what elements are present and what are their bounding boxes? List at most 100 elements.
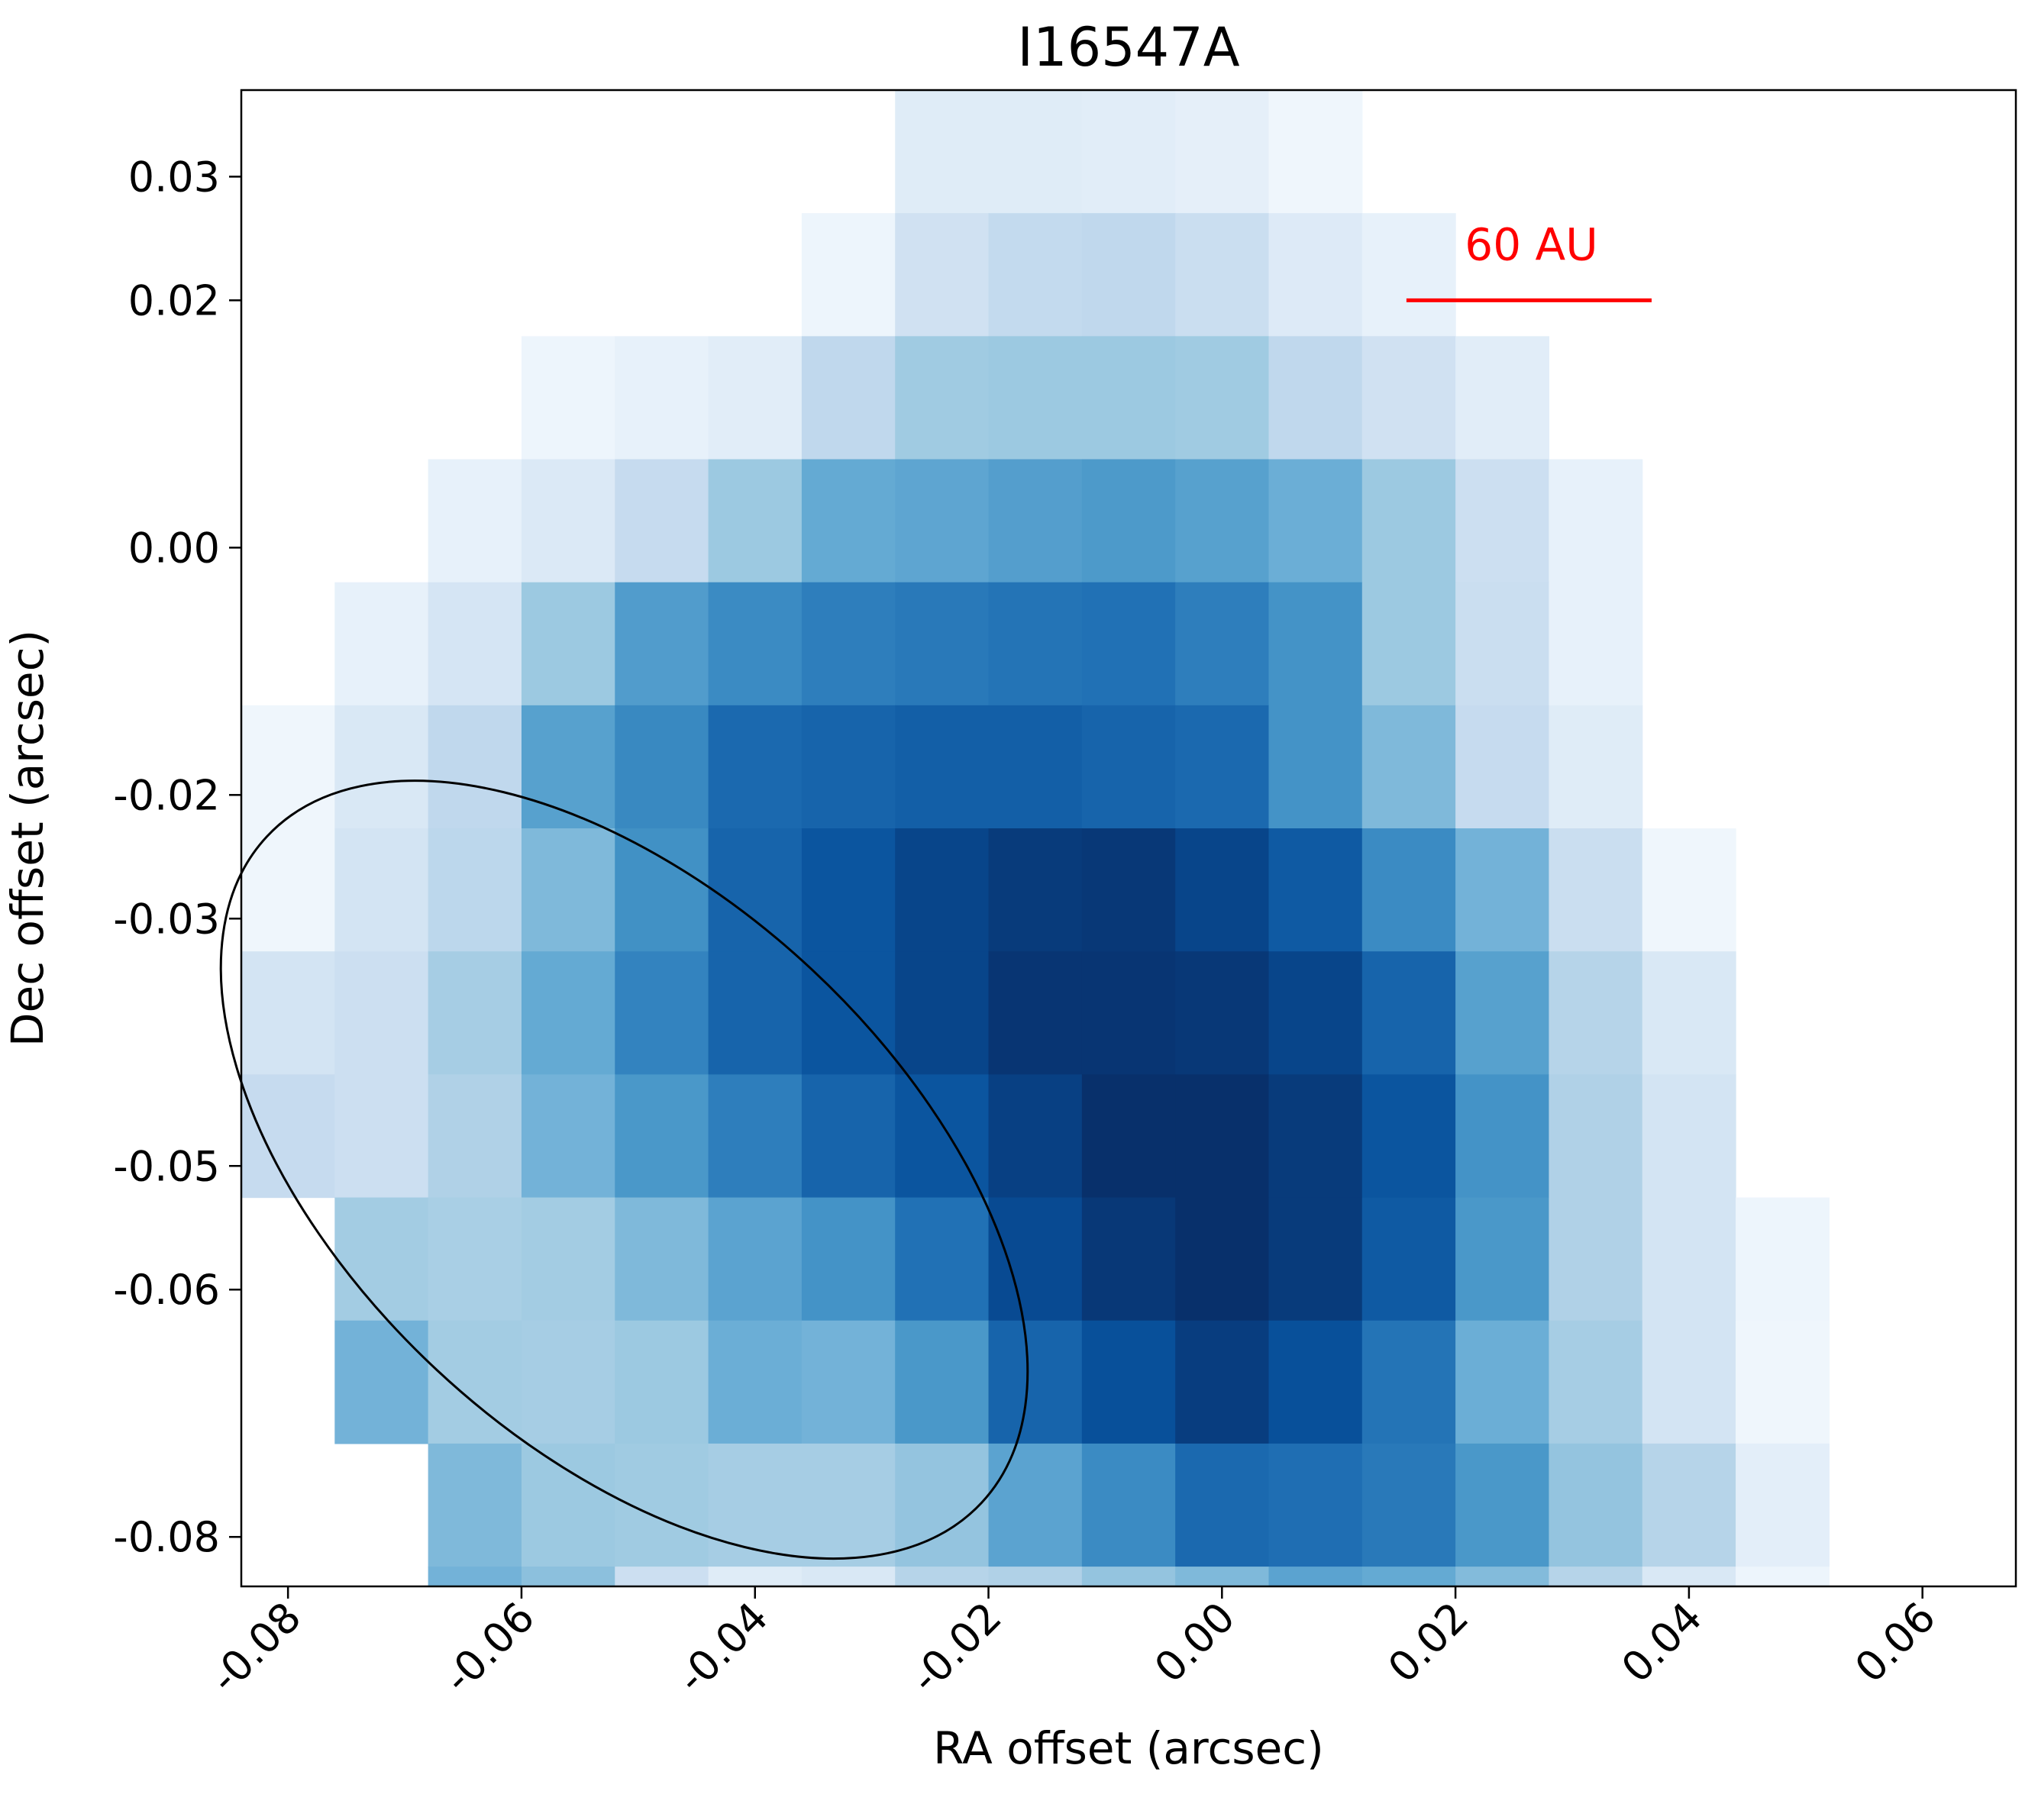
heatmap-cell [1736, 1567, 1830, 1587]
heatmap-cell [895, 213, 990, 337]
heatmap-cell [615, 951, 709, 1075]
heatmap-cell [1081, 1197, 1176, 1321]
x-tick-label: 0.06 [1846, 1593, 1945, 1693]
heatmap-cell [988, 1567, 1083, 1587]
heatmap-cell [1549, 1443, 1643, 1567]
heatmap-cell [428, 1197, 522, 1321]
heatmap-cell [1642, 951, 1736, 1075]
heatmap-cell [1268, 705, 1363, 829]
heatmap-cell [1642, 1074, 1736, 1199]
heatmap-cell [1175, 828, 1270, 952]
heatmap-cell [801, 705, 896, 829]
heatmap-cell [1081, 336, 1176, 460]
heatmap-cell [1081, 828, 1176, 952]
heatmap-cell [895, 336, 990, 460]
heatmap-cell [1361, 582, 1456, 706]
heatmap-cell [1175, 1567, 1270, 1587]
heatmap-cell [801, 1320, 896, 1444]
heatmap-cell [988, 1074, 1083, 1199]
heatmap-cell [895, 951, 990, 1075]
heatmap-cell [1175, 951, 1270, 1075]
y-tick-label: 0.03 [128, 153, 220, 201]
plot-frame [240, 89, 2017, 1588]
heatmap-cell [1736, 1320, 1830, 1444]
heatmap-cell [988, 459, 1083, 583]
heatmap-cell [801, 828, 896, 952]
heatmap-cell [615, 705, 709, 829]
y-tick-label: -0.05 [113, 1142, 220, 1190]
heatmap-cell [1175, 213, 1270, 337]
heatmap-cell [801, 1197, 896, 1321]
heatmap-cell [1081, 1443, 1176, 1567]
heatmap-cell [1642, 1567, 1736, 1587]
heatmap-cell [988, 336, 1083, 460]
heatmap-cell [615, 582, 709, 706]
heatmap-cell [615, 1197, 709, 1321]
annotations: 60 AU [219, 218, 1652, 1560]
heatmap-cell [615, 336, 709, 460]
heatmap-cell [1455, 1197, 1550, 1321]
heatmap-cell [241, 828, 335, 952]
heatmap-cell [1549, 828, 1643, 952]
heatmap-cell [428, 1443, 522, 1567]
x-tick-label: -0.04 [668, 1593, 777, 1702]
heatmap-cell [801, 336, 896, 460]
heatmap-cell [1455, 582, 1550, 706]
heatmap-cell [615, 459, 709, 583]
heatmap-cell [988, 1320, 1083, 1444]
heatmap-cell [1361, 951, 1456, 1075]
heatmap-cell [1268, 336, 1363, 460]
heatmap-cell [1268, 90, 1363, 214]
heatmap-cell [801, 951, 896, 1075]
x-tick-label: 0.04 [1613, 1593, 1712, 1693]
heatmap-cell [1081, 951, 1176, 1075]
heatmap-cell [428, 459, 522, 583]
heatmap-cell [1081, 213, 1176, 337]
x-axis: -0.08 -0.06 -0.04 -0.02 0.00 0.02 0.04 0.06 [201, 1586, 1945, 1702]
heatmap-cell [801, 459, 896, 583]
heatmap-cell [1642, 1320, 1736, 1444]
heatmap-cell [801, 1074, 896, 1199]
heatmap-cell [1549, 1320, 1643, 1444]
heatmap-cell [1175, 459, 1270, 583]
heatmap-cell [988, 1197, 1083, 1321]
heatmap-cell [1268, 1443, 1363, 1567]
heatmap-cell [1268, 1197, 1363, 1321]
heatmap-cell [1175, 705, 1270, 829]
heatmap-cell [428, 705, 522, 829]
heatmap-cell [1361, 459, 1456, 583]
heatmap-cells [241, 90, 1830, 1587]
chart-title: I16547A [1017, 16, 1239, 79]
heatmap-cell [428, 1074, 522, 1199]
heatmap-cell [1268, 1074, 1363, 1199]
heatmap-cell [1361, 1320, 1456, 1444]
heatmap-cell [334, 582, 429, 706]
heatmap-cell [521, 336, 615, 460]
scale-bar-label: 60 AU [1465, 218, 1597, 270]
heatmap-cell [1175, 1074, 1270, 1199]
heatmap-cell [708, 1074, 803, 1199]
heatmap-cell [1455, 336, 1550, 460]
heatmap-cell [708, 1197, 803, 1321]
heatmap-cell [1081, 459, 1176, 583]
heatmap-cell [1268, 213, 1363, 337]
heatmap-cell [428, 828, 522, 952]
heatmap-cell [895, 705, 990, 829]
heatmap-cell [615, 1567, 709, 1587]
heatmap-cell [428, 951, 522, 1075]
heatmap-cell [1361, 336, 1456, 460]
heatmap-cell [1175, 336, 1270, 460]
heatmap-cell [521, 459, 615, 583]
heatmap-cell [988, 828, 1083, 952]
heatmap-cell [1268, 582, 1363, 706]
heatmap-cell [334, 1320, 429, 1444]
heatmap-cell [1175, 1197, 1270, 1321]
beam-ellipse [219, 779, 1029, 1560]
heatmap-cell [801, 1567, 896, 1587]
heatmap-cell [895, 90, 990, 214]
heatmap-cell [241, 705, 335, 829]
heatmap-cell [1455, 828, 1550, 952]
heatmap-cell [1455, 1074, 1550, 1199]
x-tick-label: 0.00 [1145, 1593, 1245, 1693]
heatmap-cell [521, 1443, 615, 1567]
